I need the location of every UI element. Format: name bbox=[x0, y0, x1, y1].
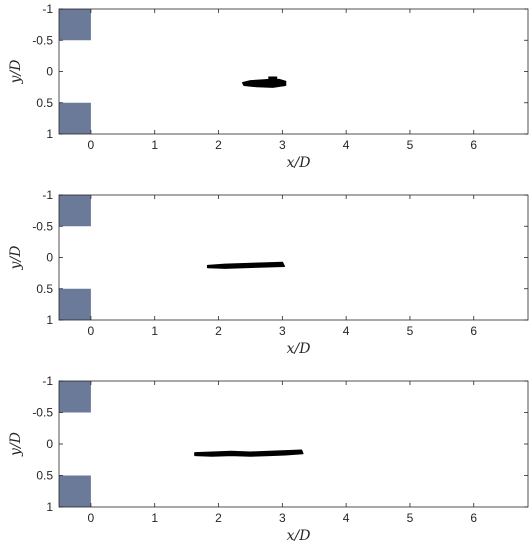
cylinder-block bbox=[59, 288, 91, 320]
x-tick-label: 5 bbox=[407, 324, 414, 338]
x-tick-label: 2 bbox=[215, 138, 222, 152]
x-tick-label: 5 bbox=[407, 138, 414, 152]
y-tick-label: 1 bbox=[46, 127, 53, 141]
x-axis-label: x/D bbox=[287, 341, 311, 357]
x-tick-label: 0 bbox=[88, 324, 95, 338]
y-axis-label: y/D bbox=[8, 432, 24, 457]
cylinder-block bbox=[59, 195, 91, 227]
y-axis-label: y/D bbox=[8, 60, 24, 85]
y-tick-label: 1 bbox=[46, 500, 53, 514]
x-tick-label: 6 bbox=[470, 324, 477, 338]
cylinder-block bbox=[59, 9, 91, 41]
plot-area-frame bbox=[58, 8, 529, 135]
x-tick-label: 5 bbox=[407, 511, 414, 525]
x-tick-label: 6 bbox=[470, 511, 477, 525]
x-tick-label: 2 bbox=[215, 324, 222, 338]
y-tick-label: -1 bbox=[42, 374, 53, 388]
y-tick-label: -0.5 bbox=[32, 219, 53, 233]
x-tick-label: 2 bbox=[215, 511, 222, 525]
y-tick-label: 0 bbox=[46, 251, 53, 265]
x-tick-label: 4 bbox=[343, 511, 350, 525]
wake-structure bbox=[242, 78, 287, 88]
x-tick-label: 4 bbox=[343, 324, 350, 338]
x-tick-label: 3 bbox=[279, 511, 286, 525]
y-tick-label: 0.5 bbox=[36, 282, 53, 296]
y-tick-label: -0.5 bbox=[32, 406, 53, 420]
x-tick-label: 1 bbox=[151, 138, 158, 152]
x-tick-label: 6 bbox=[470, 138, 477, 152]
cylinder-block bbox=[59, 475, 91, 507]
x-tick-label: 0 bbox=[88, 138, 95, 152]
y-tick-label: -1 bbox=[42, 188, 53, 202]
x-tick-label: 0 bbox=[88, 511, 95, 525]
wake-structure bbox=[194, 449, 304, 457]
y-tick-label: 0.5 bbox=[36, 96, 53, 110]
cylinder-block bbox=[59, 102, 91, 134]
y-tick-label: -1 bbox=[42, 2, 53, 16]
x-axis-label: x/D bbox=[287, 528, 311, 544]
y-tick-label: 0 bbox=[46, 437, 53, 451]
cylinder-block bbox=[59, 381, 91, 413]
x-tick-label: 1 bbox=[151, 324, 158, 338]
x-tick-label: 3 bbox=[279, 324, 286, 338]
plot-area-frame bbox=[58, 194, 529, 321]
y-tick-label: 0 bbox=[46, 65, 53, 79]
wake-structure bbox=[206, 261, 285, 269]
y-tick-label: 0.5 bbox=[36, 469, 53, 483]
x-axis-label: x/D bbox=[287, 155, 311, 171]
wake-structure bbox=[268, 76, 278, 81]
x-tick-label: 1 bbox=[151, 511, 158, 525]
x-tick-label: 3 bbox=[279, 138, 286, 152]
y-tick-label: 1 bbox=[46, 313, 53, 327]
x-tick-label: 4 bbox=[343, 138, 350, 152]
plot-area-frame bbox=[58, 380, 529, 508]
y-tick-label: -0.5 bbox=[32, 33, 53, 47]
y-axis-label: y/D bbox=[8, 246, 24, 271]
